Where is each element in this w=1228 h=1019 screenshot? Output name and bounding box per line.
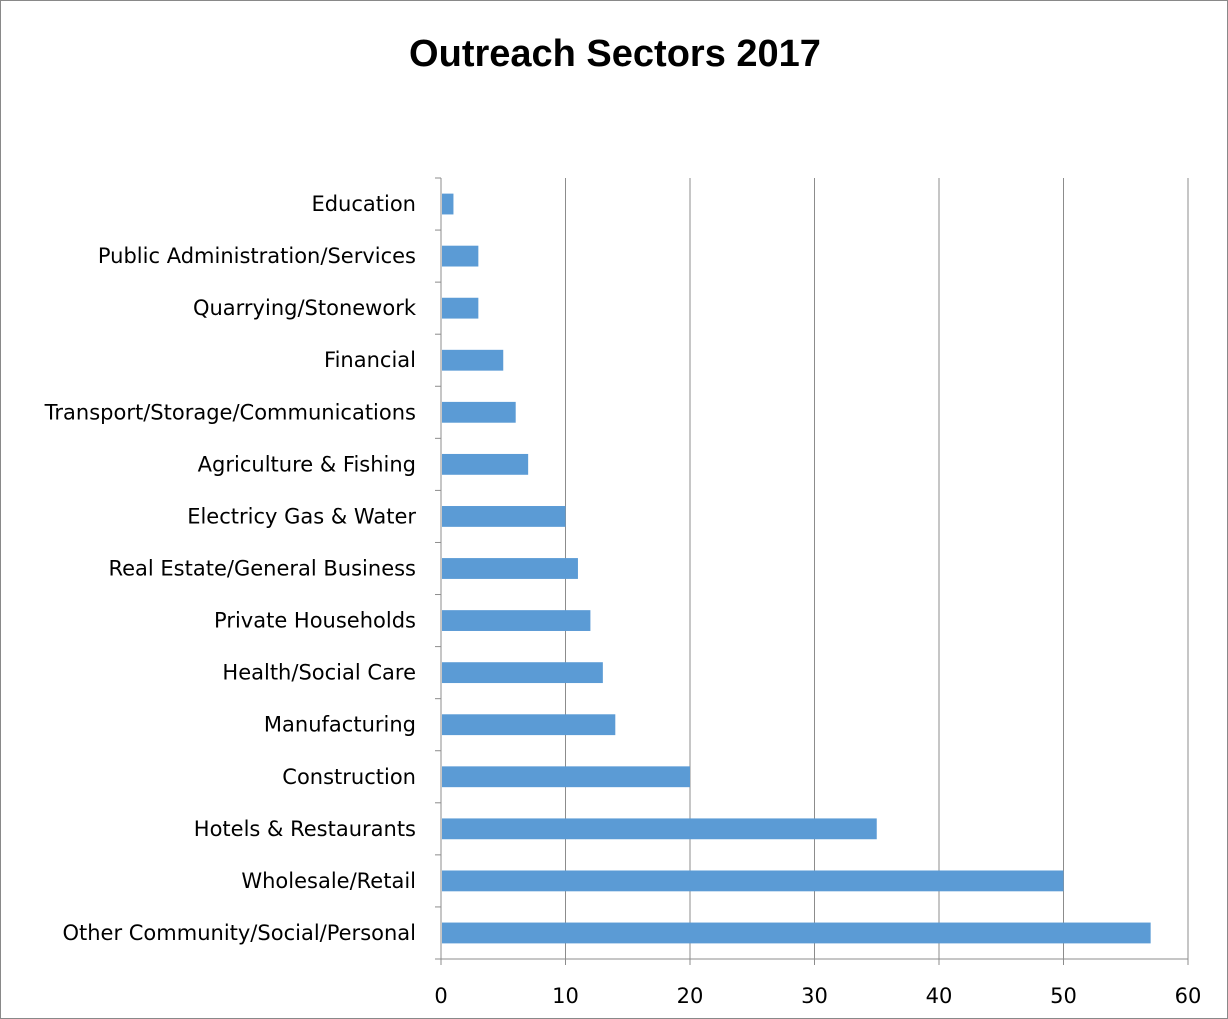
bar xyxy=(442,818,877,840)
x-tick-label: 40 xyxy=(926,984,953,1008)
x-tick-label: 30 xyxy=(801,984,828,1008)
bar xyxy=(442,297,479,319)
x-tick-label: 20 xyxy=(677,984,704,1008)
bar xyxy=(442,766,690,788)
bar xyxy=(442,870,1064,892)
category-label: Other Community/Social/Personal xyxy=(62,921,416,945)
category-label: Real Estate/General Business xyxy=(108,557,416,581)
bar xyxy=(442,662,603,684)
category-label: Transport/Storage/Communications xyxy=(44,400,416,424)
bars xyxy=(442,193,1151,944)
category-label: Hotels & Restaurants xyxy=(194,817,416,841)
axes xyxy=(435,177,1189,965)
labels: 0 10 20 30 40 50 60 Education Public Administrat… xyxy=(44,192,1202,1008)
bar xyxy=(442,453,529,475)
bar xyxy=(442,610,591,631)
grid-lines xyxy=(565,178,1189,959)
category-label: Quarrying/Stonework xyxy=(193,296,417,320)
category-label: Financial xyxy=(324,348,416,372)
bar xyxy=(442,193,454,215)
category-label: Agriculture & Fishing xyxy=(198,452,416,476)
category-label: Education xyxy=(311,192,416,216)
category-label: Manufacturing xyxy=(264,713,416,737)
bar xyxy=(442,245,479,267)
bar xyxy=(442,349,504,371)
bar xyxy=(442,558,578,579)
category-label: Public Administration/Services xyxy=(98,244,416,268)
category-label: Electricy Gas & Water xyxy=(187,504,416,528)
bar xyxy=(442,401,516,423)
bar xyxy=(442,506,566,527)
category-label: Private Households xyxy=(214,609,416,633)
category-label: Wholesale/Retail xyxy=(241,869,416,893)
category-label: Construction xyxy=(282,765,416,789)
category-label: Health/Social Care xyxy=(222,661,416,685)
bar xyxy=(442,714,616,736)
x-tick-label: 60 xyxy=(1175,984,1202,1008)
x-tick-label: 0 xyxy=(434,984,447,1008)
x-tick-label: 10 xyxy=(552,984,579,1008)
x-tick-label: 50 xyxy=(1050,984,1077,1008)
bar xyxy=(442,922,1151,944)
chart-title: Outreach Sectors 2017 xyxy=(409,33,821,75)
